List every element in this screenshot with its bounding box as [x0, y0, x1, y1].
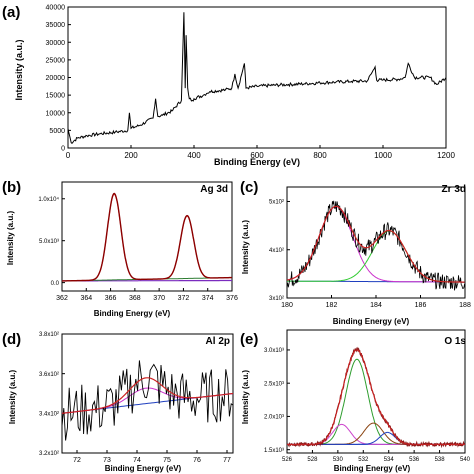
- panel-e-ytick-label: 3.0x10³: [264, 348, 284, 354]
- panel-d-xtick-label: 77: [223, 457, 231, 464]
- panel-a-xtick-label: 1200: [437, 151, 455, 160]
- panel-e-xtick-label: 534: [384, 457, 395, 463]
- panel-d-ytick-label: 3.2x10²: [39, 451, 59, 457]
- panel-c-title: Zr 3d: [442, 184, 466, 195]
- panel-c-xtick-label: 180: [281, 302, 293, 309]
- panel-a-ytick-label: 5000: [49, 128, 65, 135]
- panel-d-ytick-label: 3.8x10²: [39, 332, 59, 338]
- panel-b-xlabel: Binding Energy (eV): [94, 309, 171, 318]
- panel-e-component-4-line: [287, 431, 465, 445]
- panel-a-ytick-label: 15000: [46, 93, 66, 100]
- panel-e-ylabel: Intensity (a.u.): [241, 370, 250, 425]
- panel-d-xtick-label: 74: [133, 457, 141, 464]
- panel-b-title: Ag 3d: [200, 184, 228, 195]
- panel-e-xtick-label: 526: [282, 457, 293, 463]
- panel-d-letter: (d): [2, 331, 21, 348]
- panel-a-plot: 0 200 400 600 800 1000 1200 0 5000 10000 15000 2000…: [46, 5, 456, 161]
- panel-a-frame: [67, 6, 447, 149]
- panel-e-raw-line: [286, 346, 466, 449]
- panel-e-xtick-label: 540: [460, 457, 471, 463]
- panel-b-xtick-label: 376: [226, 295, 238, 302]
- panel-b-xtick-label: 370: [153, 295, 165, 302]
- panel-d-xtick-label: 72: [73, 457, 81, 464]
- panel-e-xtick-label: 532: [358, 457, 369, 463]
- panel-a-ytick-label: 40000: [46, 5, 66, 12]
- panel-b-xtick-label: 374: [202, 295, 214, 302]
- panel-a-xtick-label: 0: [66, 151, 71, 160]
- panel-c-ytick-label: 3x10²: [269, 296, 284, 302]
- panel-d-xtick-label: 73: [103, 457, 111, 464]
- panel-d-ytick-label: 3.6x10²: [39, 372, 59, 378]
- panel-e-fit-line: [287, 349, 465, 445]
- panel-c-plot: 180 182 184 186 188 3x10² 4x10² 5x10²: [269, 186, 471, 309]
- panel-b-ytick-label: 5.0x10³: [39, 239, 59, 245]
- panel-a-ytick-label: 0: [61, 146, 65, 153]
- panel-b-xtick-label: 368: [129, 295, 141, 302]
- panel-a-survey-line: [67, 12, 447, 144]
- panel-b-ytick-label: 0.0: [51, 281, 60, 287]
- panel-a-xtick-label: 1000: [374, 151, 392, 160]
- panel-e-xtick-label: 538: [435, 457, 446, 463]
- panel-b-plot: 362 364 366 368 370 372 374 376 0.0 5.0x10³ 1.0x10…: [38, 181, 238, 302]
- panel-c-xtick-label: 184: [370, 302, 382, 309]
- panel-b-ylabel: Intensity (a.u.): [6, 211, 15, 266]
- panel-a-ytick-label: 10000: [46, 110, 66, 117]
- panel-d-xlabel: Binding Energy (eV): [105, 464, 182, 473]
- panel-d-fit-line: [61, 377, 234, 414]
- panel-c-xtick-label: 182: [326, 302, 338, 309]
- panel-b-xtick-label: 372: [178, 295, 190, 302]
- panel-e-ytick-label: 2.5x10³: [264, 381, 284, 387]
- panel-e-letter: (e): [240, 331, 258, 348]
- panel-b-frame: [61, 181, 233, 292]
- panel-a-ylabel: Intensity (a.u.): [14, 39, 24, 100]
- panel-e-xtick-label: 530: [333, 457, 344, 463]
- panel-b-ytick-label: 1.0x10⁴: [38, 196, 59, 203]
- panel-b-xtick-label: 366: [105, 295, 117, 302]
- panel-a-xtick-label: 800: [313, 151, 327, 160]
- panel-e-plot: 526 528 530 532 534 536 538 540 1.5x10³ 2.0x10³ 2.…: [264, 329, 471, 463]
- panel-b-letter: (b): [2, 179, 21, 196]
- panel-a-ytick-label: 35000: [46, 22, 66, 29]
- panel-d-raw-line: [61, 360, 234, 441]
- panel-c-letter: (c): [240, 179, 258, 196]
- panel-c-ylabel: Intensity (a.u.): [241, 220, 250, 275]
- panel-e-xtick-label: 536: [409, 457, 420, 463]
- panel-c-ytick-label: 5x10²: [269, 200, 284, 206]
- panel-d-xtick-label: 75: [163, 457, 171, 464]
- panel-c-xtick-label: 188: [459, 302, 471, 309]
- panel-d-ytick-label: 3.4x10²: [39, 411, 59, 417]
- panel-d-ylabel: Intensity (a.u.): [8, 370, 17, 425]
- panel-a-ytick-label: 30000: [46, 40, 66, 47]
- panel-a-xtick-label: 200: [124, 151, 138, 160]
- panel-b-fit-line: [62, 192, 232, 282]
- panel-b-xtick-label: 364: [80, 295, 92, 302]
- panel-a-letter: (a): [2, 4, 20, 21]
- panel-e-xtick-label: 528: [307, 457, 318, 463]
- panel-a-ytick-label: 25000: [46, 57, 66, 64]
- panel-d-plot: 72 73 74 75 76 77 3.2x10² 3.4x10² 3.6x10² 3.8x10²: [39, 332, 234, 464]
- panel-a-ytick-label: 20000: [46, 75, 66, 82]
- panel-a-xtick-label: 400: [187, 151, 201, 160]
- panel-d-xtick-label: 76: [193, 457, 201, 464]
- panel-e-ytick-label: 2.0x10³: [264, 415, 284, 421]
- panel-c-xlabel: Binding Energy (eV): [333, 317, 410, 326]
- panel-c-fit-line: [286, 205, 465, 283]
- panel-e-ytick-label: 1.5x10³: [264, 448, 284, 454]
- panel-b-xtick-label: 362: [56, 295, 68, 302]
- panel-a-xtick-label: 600: [250, 151, 264, 160]
- panel-d-title: Al 2p: [206, 336, 230, 347]
- panel-e-frame: [286, 329, 466, 454]
- panel-c-xtick-label: 186: [415, 302, 427, 309]
- panel-e-xlabel: Binding Energy (eV): [334, 464, 411, 473]
- panel-b-component-line: [62, 193, 232, 282]
- panel-c-ytick-label: 4x10²: [269, 248, 284, 254]
- panel-a-xlabel: Binding Energy (eV): [214, 157, 300, 167]
- panel-e-title: O 1s: [444, 336, 466, 347]
